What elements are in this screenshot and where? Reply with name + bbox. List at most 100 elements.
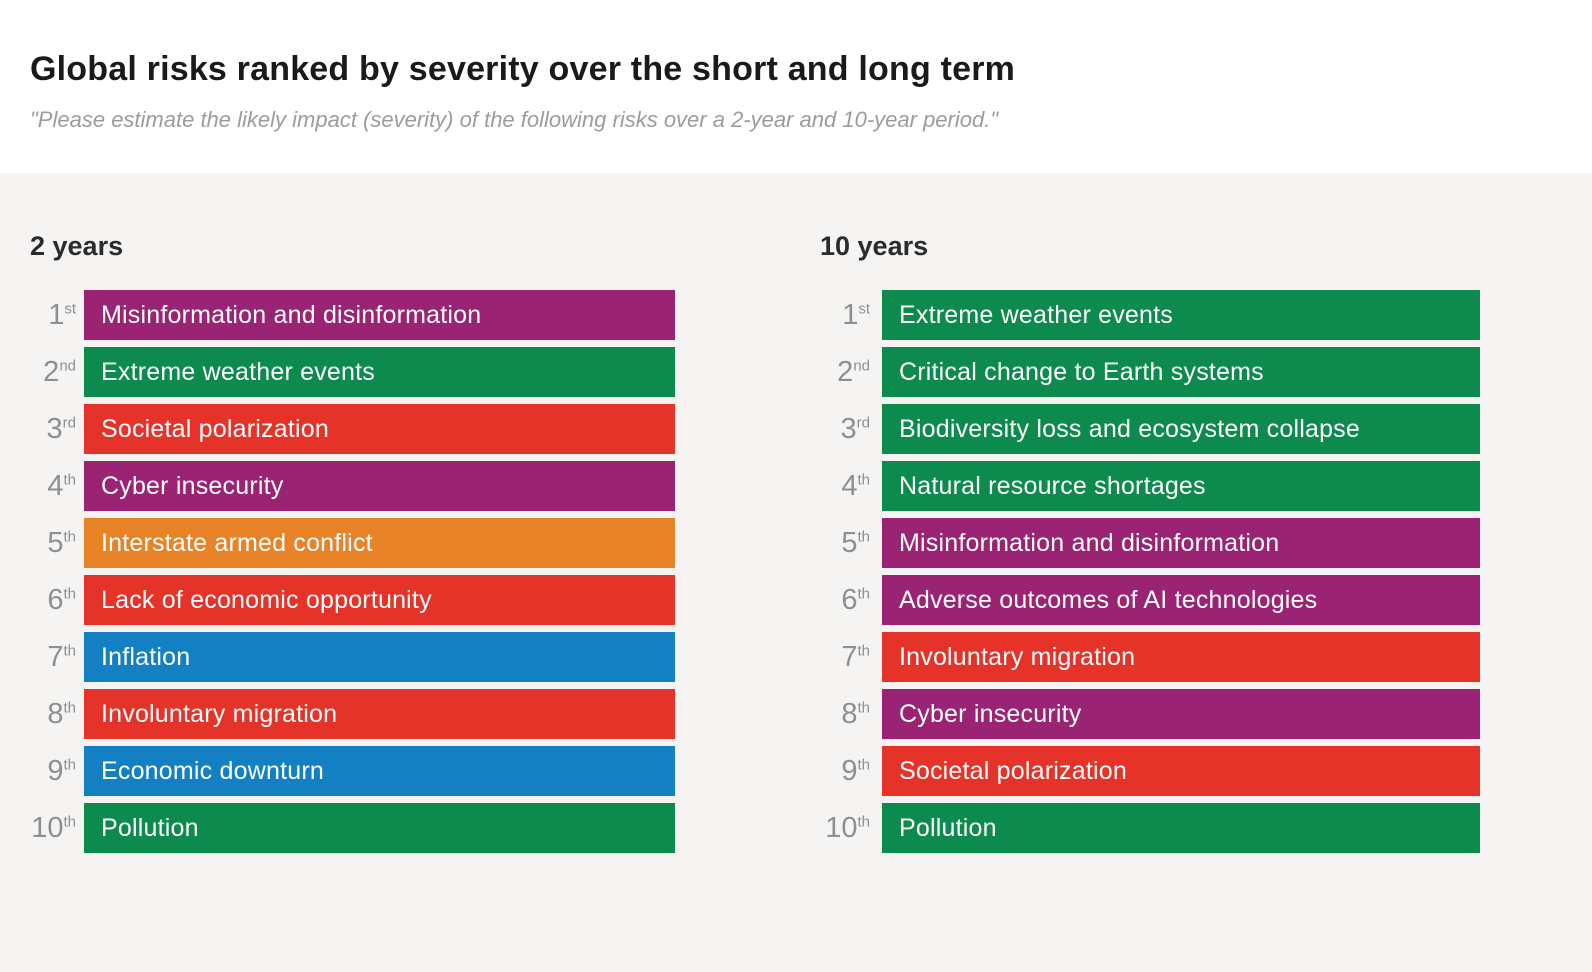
risk-bar: Lack of economic opportunity <box>84 575 675 625</box>
risk-label: Cyber insecurity <box>899 699 1082 728</box>
risk-bar: Involuntary migration <box>882 632 1480 682</box>
risk-bar: Societal polarization <box>882 746 1480 796</box>
risk-bar: Involuntary migration <box>84 689 675 739</box>
table-row: 10th Pollution <box>820 803 1480 853</box>
table-row: 7th Involuntary migration <box>820 632 1480 682</box>
column-heading-2-years: 2 years <box>30 231 124 261</box>
table-row: 10th Pollution <box>30 803 675 853</box>
rank-suffix: th <box>63 471 76 489</box>
rank-number: 5 <box>841 527 858 559</box>
rank-label: 4th <box>820 461 882 511</box>
rank-number: 1 <box>842 299 859 331</box>
table-row: 2nd Critical change to Earth systems <box>820 347 1480 397</box>
rank-label: 10th <box>820 803 882 853</box>
rank-label: 4th <box>30 461 84 511</box>
risk-label: Biodiversity loss and ecosystem collapse <box>899 414 1360 443</box>
rank-suffix: st <box>64 300 76 318</box>
column-heading-10-years: 10 years <box>820 231 929 261</box>
risk-label: Cyber insecurity <box>101 471 284 500</box>
risk-label: Extreme weather events <box>899 300 1173 329</box>
risk-label: Societal polarization <box>899 756 1127 785</box>
risk-label: Extreme weather events <box>101 357 375 386</box>
risk-bar: Cyber insecurity <box>84 461 675 511</box>
risk-bar: Adverse outcomes of AI technologies <box>882 575 1480 625</box>
page-title: Global risks ranked by severity over the… <box>30 50 1016 88</box>
risk-label: Economic downturn <box>101 756 324 785</box>
risk-bar: Pollution <box>84 803 675 853</box>
rank-label: 7th <box>30 632 84 682</box>
risk-bar: Critical change to Earth systems <box>882 347 1480 397</box>
rank-number: 2 <box>43 356 60 388</box>
rank-number: 4 <box>47 470 64 502</box>
rank-label: 6th <box>820 575 882 625</box>
risk-label: Adverse outcomes of AI technologies <box>899 585 1318 614</box>
risk-label: Lack of economic opportunity <box>101 585 432 614</box>
risk-bar: Misinformation and disinformation <box>84 290 675 340</box>
risk-label: Involuntary migration <box>899 642 1136 671</box>
table-row: 3rd Societal polarization <box>30 404 675 454</box>
rank-label: 1st <box>30 290 84 340</box>
rank-number: 3 <box>840 413 857 445</box>
table-row: 5th Interstate armed conflict <box>30 518 675 568</box>
rank-number: 4 <box>841 470 858 502</box>
rank-number: 10 <box>31 812 64 844</box>
table-row: 1st Extreme weather events <box>820 290 1480 340</box>
risk-bar: Interstate armed conflict <box>84 518 675 568</box>
rank-number: 2 <box>837 356 854 388</box>
rank-suffix: th <box>63 528 76 546</box>
rank-suffix: nd <box>59 357 76 375</box>
column-10-years: 10 years 1st Extreme weather events 2nd … <box>820 231 1480 972</box>
rank-number: 9 <box>841 755 858 787</box>
rank-suffix: th <box>63 585 76 603</box>
rank-label: 8th <box>30 689 84 739</box>
table-row: 6th Lack of economic opportunity <box>30 575 675 625</box>
table-row: 8th Cyber insecurity <box>820 689 1480 739</box>
rank-suffix: th <box>857 756 870 774</box>
rank-label: 3rd <box>30 404 84 454</box>
rank-label: 3rd <box>820 404 882 454</box>
rank-number: 10 <box>825 812 858 844</box>
risk-bar: Inflation <box>84 632 675 682</box>
table-row: 7th Inflation <box>30 632 675 682</box>
rank-suffix: th <box>857 528 870 546</box>
rank-suffix: th <box>857 585 870 603</box>
risk-bar: Societal polarization <box>84 404 675 454</box>
rank-label: 5th <box>820 518 882 568</box>
risk-bar: Pollution <box>882 803 1480 853</box>
table-row: 4th Cyber insecurity <box>30 461 675 511</box>
risk-label: Societal polarization <box>101 414 329 443</box>
risk-label: Critical change to Earth systems <box>899 357 1264 386</box>
risk-bar: Economic downturn <box>84 746 675 796</box>
risk-bar: Biodiversity loss and ecosystem collapse <box>882 404 1480 454</box>
rank-label: 2nd <box>820 347 882 397</box>
risk-label: Misinformation and disinformation <box>101 300 482 329</box>
risk-bar: Cyber insecurity <box>882 689 1480 739</box>
risk-bar: Natural resource shortages <box>882 461 1480 511</box>
rank-label: 7th <box>820 632 882 682</box>
rank-number: 7 <box>47 641 64 673</box>
table-row: 9th Societal polarization <box>820 746 1480 796</box>
rank-number: 9 <box>47 755 64 787</box>
rank-suffix: th <box>63 756 76 774</box>
rank-number: 8 <box>841 698 858 730</box>
table-row: 2nd Extreme weather events <box>30 347 675 397</box>
table-row: 4th Natural resource shortages <box>820 461 1480 511</box>
table-row: 5th Misinformation and disinformation <box>820 518 1480 568</box>
table-row: 6th Adverse outcomes of AI technologies <box>820 575 1480 625</box>
risk-bar: Misinformation and disinformation <box>882 518 1480 568</box>
rank-label: 2nd <box>30 347 84 397</box>
risk-label: Pollution <box>101 813 199 842</box>
table-row: 3rd Biodiversity loss and ecosystem coll… <box>820 404 1480 454</box>
rank-number: 7 <box>841 641 858 673</box>
table-row: 8th Involuntary migration <box>30 689 675 739</box>
risk-bar: Extreme weather events <box>882 290 1480 340</box>
rank-label: 9th <box>820 746 882 796</box>
rank-number: 6 <box>47 584 64 616</box>
rank-suffix: nd <box>853 357 870 375</box>
rank-label: 1st <box>820 290 882 340</box>
rank-label: 10th <box>30 803 84 853</box>
column-2-years: 2 years 1st Misinformation and disinform… <box>30 231 675 972</box>
rank-suffix: th <box>857 699 870 717</box>
rank-number: 6 <box>841 584 858 616</box>
rank-suffix: th <box>857 813 870 831</box>
